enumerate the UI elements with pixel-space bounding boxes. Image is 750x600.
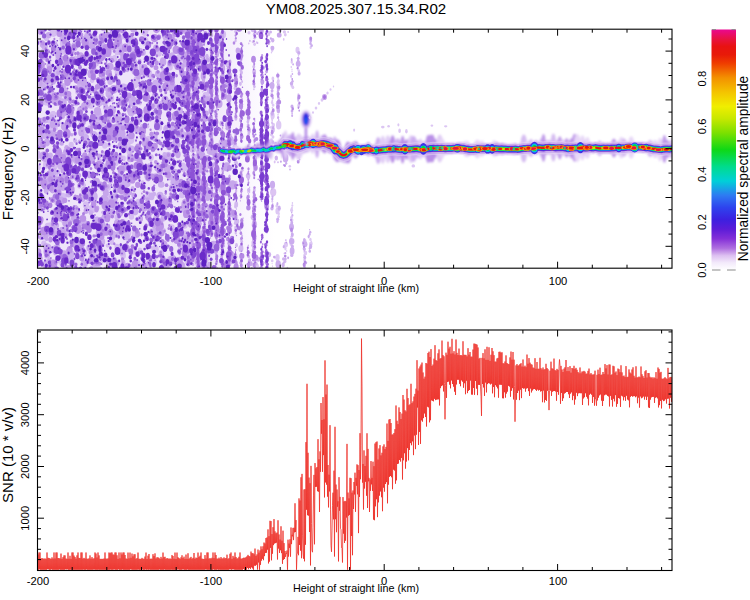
svg-text:Height of straight line (km): Height of straight line (km) xyxy=(293,282,419,294)
svg-text:YM08.2025.307.15.34.R02: YM08.2025.307.15.34.R02 xyxy=(266,0,446,17)
svg-text:-20: -20 xyxy=(19,189,31,205)
svg-text:40: 40 xyxy=(19,45,31,57)
svg-text:0: 0 xyxy=(19,146,31,152)
svg-text:100: 100 xyxy=(549,275,568,287)
svg-text:4000: 4000 xyxy=(19,350,31,375)
svg-text:-100: -100 xyxy=(200,275,222,287)
svg-text:-100: -100 xyxy=(200,575,222,587)
svg-text:SNR (10 * v/v): SNR (10 * v/v) xyxy=(0,407,16,503)
svg-text:-200: -200 xyxy=(27,275,49,287)
svg-text:100: 100 xyxy=(549,575,568,587)
svg-text:2000: 2000 xyxy=(19,454,31,479)
svg-text:Height of straight line (km): Height of straight line (km) xyxy=(293,582,419,594)
svg-text:0.6: 0.6 xyxy=(696,119,708,135)
svg-text:1000: 1000 xyxy=(19,506,31,531)
svg-text:0.8: 0.8 xyxy=(696,71,708,87)
svg-text:0.0: 0.0 xyxy=(696,262,708,278)
svg-text:-40: -40 xyxy=(19,238,31,254)
svg-text:-200: -200 xyxy=(27,575,49,587)
svg-text:0.4: 0.4 xyxy=(696,167,708,183)
svg-text:Normalized spectral amplitude: Normalized spectral amplitude xyxy=(736,75,750,261)
svg-text:3000: 3000 xyxy=(19,402,31,427)
svg-text:0.2: 0.2 xyxy=(696,214,708,230)
svg-text:20: 20 xyxy=(19,94,31,106)
svg-text:Frequency (Hz): Frequency (Hz) xyxy=(0,117,16,220)
